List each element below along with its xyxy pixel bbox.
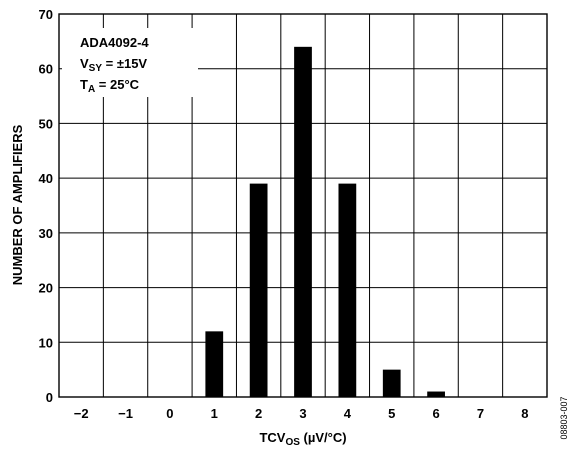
- bar-2: [249, 183, 268, 397]
- y-tick-labels: 0 10 20 30 40 50 60 70: [39, 7, 53, 405]
- y-tick-label: 60: [39, 62, 53, 77]
- bars: [205, 46, 445, 397]
- x-tick-label: 3: [299, 406, 306, 421]
- x-tick-labels: −2 −1 0 1 2 3 4 5 6 7 8: [74, 406, 529, 421]
- annotation-device: ADA4092-4: [80, 35, 149, 50]
- annotation-box: [62, 28, 198, 97]
- y-tick-label: 10: [39, 335, 53, 350]
- x-tick-label: 7: [477, 406, 484, 421]
- y-tick-label: 40: [39, 171, 53, 186]
- bar-4: [338, 183, 357, 397]
- y-axis-title: NUMBER OF AMPLIFIERS: [10, 124, 25, 285]
- y-tick-label: 30: [39, 226, 53, 241]
- x-tick-label: 6: [432, 406, 439, 421]
- x-tick-label: −1: [118, 406, 133, 421]
- x-tick-label: −2: [74, 406, 89, 421]
- plot-frame: [58, 13, 548, 398]
- y-tick-label: 70: [39, 7, 53, 22]
- x-tick-label: 1: [211, 406, 218, 421]
- x-tick-label: 8: [521, 406, 528, 421]
- annotation-supply: VSY = ±15V: [80, 56, 147, 74]
- x-tick-label: 2: [255, 406, 262, 421]
- bar-6: [427, 391, 445, 397]
- y-tick-label: 0: [46, 390, 53, 405]
- figure-id: 08803-007: [559, 396, 569, 439]
- x-tick-label: 5: [388, 406, 395, 421]
- bar-3: [294, 46, 312, 397]
- x-tick-label: 0: [166, 406, 173, 421]
- bar-5: [382, 369, 401, 397]
- x-axis-title: TCVOS (µV/°C): [259, 430, 346, 448]
- annotation-temperature: TA = 25°C: [80, 77, 140, 95]
- x-tick-label: 4: [344, 406, 352, 421]
- y-tick-label: 20: [39, 281, 53, 296]
- y-tick-label: 50: [39, 116, 53, 131]
- bar-1: [205, 331, 224, 397]
